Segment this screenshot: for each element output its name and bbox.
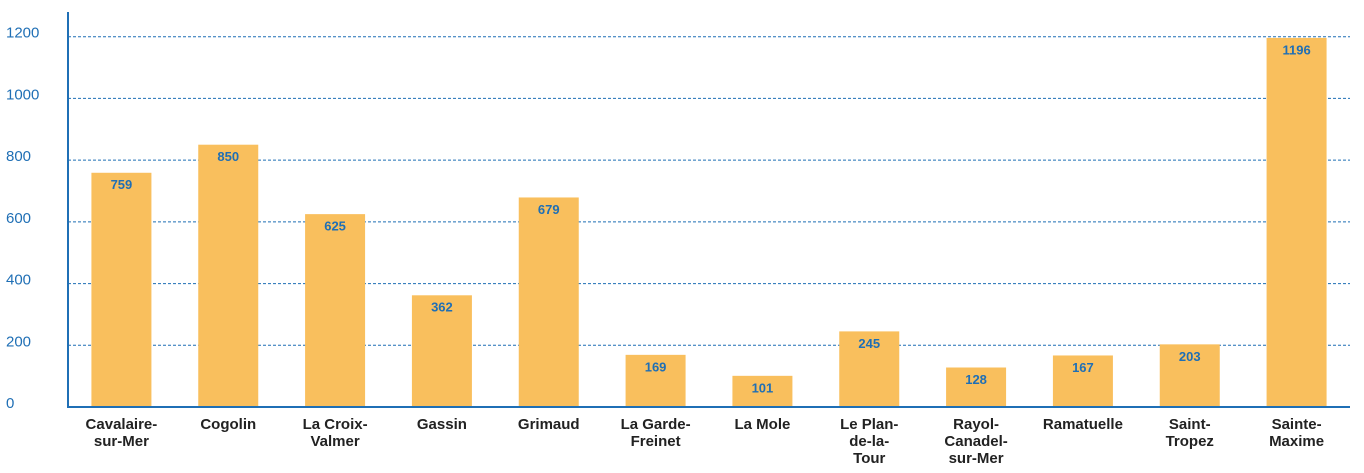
x-tick-label: Saint-Tropez	[1166, 416, 1214, 450]
value-label: 245	[858, 336, 880, 351]
x-tick-label-line: de-la-	[849, 433, 889, 450]
y-tick-label: 600	[6, 210, 31, 227]
value-label: 101	[752, 380, 774, 395]
value-label: 679	[538, 202, 560, 217]
value-label: 203	[1179, 349, 1201, 364]
bar	[518, 197, 579, 407]
x-tick-label-line: Rayol-	[953, 416, 999, 433]
x-tick-label-line: Saint-	[1169, 416, 1211, 433]
x-tick-label-line: La Croix-	[303, 416, 368, 433]
x-tick-label-line: Tour	[853, 450, 885, 467]
value-label: 167	[1072, 360, 1094, 375]
x-tick-label: Cavalaire-sur-Mer	[86, 416, 158, 450]
bar	[946, 367, 1007, 407]
x-tick-label-line: Tropez	[1166, 433, 1214, 450]
x-tick-label-line: Freinet	[631, 433, 681, 450]
x-tick-label: La Mole	[734, 416, 790, 433]
value-label: 759	[111, 177, 133, 192]
y-tick-label: 1200	[6, 25, 39, 42]
value-label: 625	[324, 219, 346, 234]
bar	[411, 295, 472, 407]
value-label: 850	[217, 149, 239, 164]
x-tick-label-line: Valmer	[310, 433, 359, 450]
x-tick-label: Ramatuelle	[1043, 416, 1123, 433]
x-tick-label: Sainte-Maxime	[1269, 416, 1324, 450]
value-label: 128	[965, 372, 987, 387]
y-tick-label: 1000	[6, 86, 39, 103]
y-tick-label: 400	[6, 272, 31, 289]
x-tick-label: Gassin	[417, 416, 467, 433]
x-tick-label: La Croix-Valmer	[303, 416, 368, 450]
y-tick-label: 0	[6, 395, 14, 412]
x-tick-label-line: Sainte-	[1272, 416, 1322, 433]
x-tick-label: Grimaud	[518, 416, 580, 433]
x-tick-label: Le Plan-de-la-Tour	[840, 416, 898, 467]
x-tick-label-line: sur-Mer	[94, 433, 149, 450]
value-label: 169	[645, 359, 667, 374]
x-tick-label-line: La Mole	[734, 416, 790, 433]
x-tick-label-line: Grimaud	[518, 416, 580, 433]
x-tick-label-line: Cogolin	[200, 416, 256, 433]
x-tick-label-line: Ramatuelle	[1043, 416, 1123, 433]
x-tick-label-line: Cavalaire-	[86, 416, 158, 433]
x-tick-label-line: Canadel-	[944, 433, 1007, 450]
bar	[839, 331, 900, 407]
x-tick-label: Rayol-Canadel-sur-Mer	[944, 416, 1007, 467]
x-tick-label-line: La Garde-	[621, 416, 691, 433]
y-tick-label: 200	[6, 333, 31, 350]
bar	[1052, 355, 1113, 407]
value-label: 362	[431, 300, 453, 315]
bar	[305, 214, 366, 407]
bar	[198, 144, 259, 407]
bar	[1159, 344, 1220, 407]
bar	[91, 172, 152, 407]
x-tick-label-line: Maxime	[1269, 433, 1324, 450]
x-tick-label: Cogolin	[200, 416, 256, 433]
x-tick-label-line: Le Plan-	[840, 416, 898, 433]
x-tick-label: La Garde-Freinet	[621, 416, 691, 450]
x-tick-label-line: sur-Mer	[949, 450, 1004, 467]
bar	[1266, 37, 1327, 407]
bar	[625, 354, 686, 407]
value-label: 1196	[1282, 42, 1310, 57]
bar	[732, 375, 793, 407]
x-tick-label-line: Gassin	[417, 416, 467, 433]
y-tick-label: 800	[6, 148, 31, 165]
